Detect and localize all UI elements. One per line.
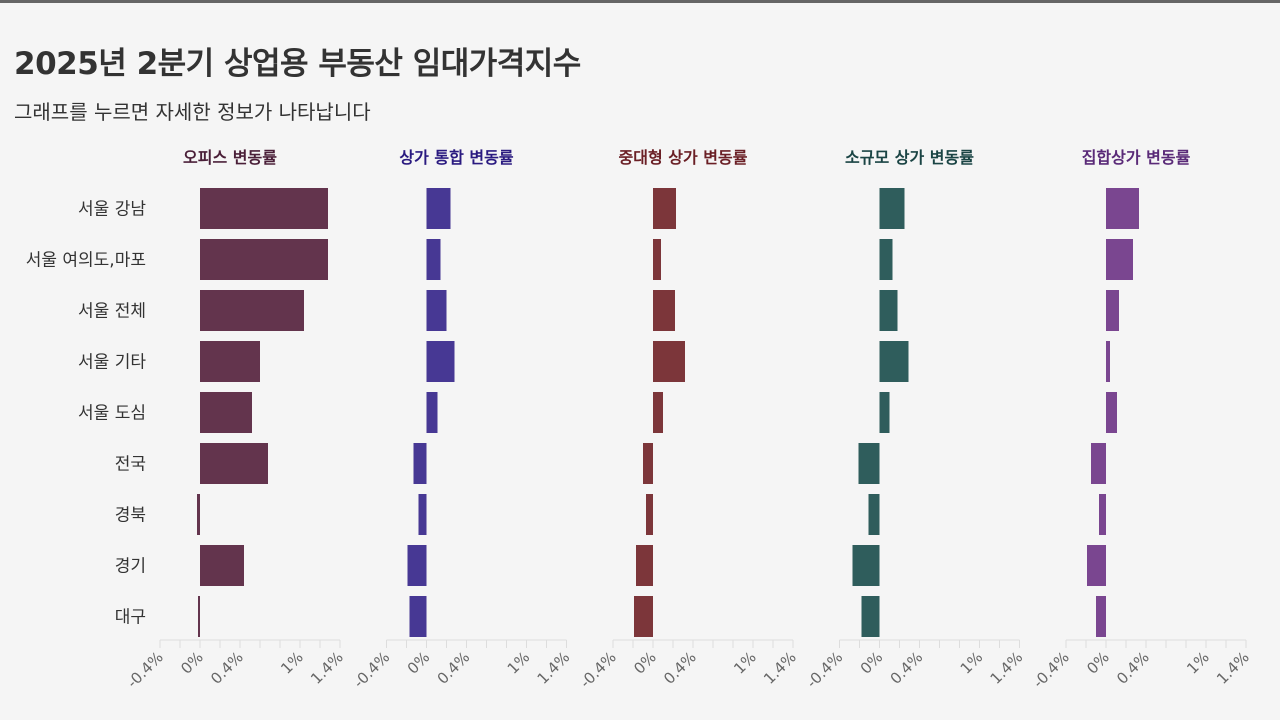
x-tick-label: 1.4% xyxy=(987,648,1027,688)
bar[interactable] xyxy=(200,545,244,586)
bar[interactable] xyxy=(407,545,427,586)
bar[interactable] xyxy=(1106,188,1139,229)
x-tick-label: 1.4% xyxy=(1213,648,1253,688)
bar[interactable] xyxy=(418,494,427,535)
category-label: 서울 강남 xyxy=(78,200,146,220)
bar[interactable] xyxy=(861,596,880,637)
bar[interactable] xyxy=(643,443,653,484)
x-tick-label: 0.4% xyxy=(887,648,927,688)
bar[interactable] xyxy=(413,443,427,484)
bar[interactable] xyxy=(1106,341,1110,382)
x-tick-label: 1% xyxy=(504,648,534,678)
panel-title: 상가 통합 변동률 xyxy=(399,148,513,167)
bar[interactable] xyxy=(879,341,909,382)
bar[interactable] xyxy=(198,596,200,637)
x-tick-label: 1% xyxy=(277,648,307,678)
page-subtitle: 그래프를 누르면 자세한 정보가 나타납니다 xyxy=(14,100,371,124)
x-tick-label: -0.4% xyxy=(350,648,394,692)
bar[interactable] xyxy=(197,494,200,535)
bar[interactable] xyxy=(636,545,653,586)
bar[interactable] xyxy=(426,290,447,331)
x-tick-label: 0% xyxy=(857,648,887,678)
x-tick-label: 0.4% xyxy=(1113,648,1153,688)
bar[interactable] xyxy=(653,392,663,433)
bar[interactable] xyxy=(1106,392,1117,433)
bar[interactable] xyxy=(868,494,880,535)
bar[interactable] xyxy=(1106,239,1133,280)
bar[interactable] xyxy=(426,392,438,433)
bar[interactable] xyxy=(653,188,676,229)
category-label: 서울 도심 xyxy=(78,404,146,424)
bar[interactable] xyxy=(653,239,661,280)
bar[interactable] xyxy=(879,188,905,229)
x-tick-label: -0.4% xyxy=(576,648,620,692)
bar[interactable] xyxy=(879,239,893,280)
page-title: 2025년 2분기 상업용 부동산 임대가격지수 xyxy=(14,46,581,82)
x-tick-label: 1.4% xyxy=(760,648,800,688)
panel-title: 소규모 상가 변동률 xyxy=(845,148,974,167)
x-tick-label: 0.4% xyxy=(660,648,700,688)
bar[interactable] xyxy=(200,392,252,433)
x-tick-label: 1.4% xyxy=(534,648,574,688)
bar[interactable] xyxy=(200,290,304,331)
bar[interactable] xyxy=(426,188,451,229)
bar[interactable] xyxy=(653,341,685,382)
x-tick-label: -0.4% xyxy=(803,648,847,692)
category-label: 경북 xyxy=(115,506,146,526)
x-tick-label: 0.4% xyxy=(207,648,247,688)
category-label: 서울 여의도,마포 xyxy=(26,251,146,271)
x-tick-label: 1% xyxy=(730,648,760,678)
x-tick-label: -0.4% xyxy=(1029,648,1073,692)
bar[interactable] xyxy=(200,188,328,229)
bar[interactable] xyxy=(1091,443,1106,484)
category-label: 대구 xyxy=(115,608,146,628)
bar[interactable] xyxy=(1096,596,1106,637)
bar[interactable] xyxy=(200,341,260,382)
x-tick-label: 0% xyxy=(630,648,660,678)
bar[interactable] xyxy=(1099,494,1106,535)
bar[interactable] xyxy=(1106,290,1119,331)
bar[interactable] xyxy=(200,239,328,280)
bar[interactable] xyxy=(634,596,653,637)
x-tick-label: 1% xyxy=(957,648,987,678)
x-tick-label: 0% xyxy=(404,648,434,678)
category-label: 전국 xyxy=(115,455,146,475)
x-tick-label: 0.4% xyxy=(434,648,474,688)
panel-title: 집합상가 변동률 xyxy=(1082,148,1191,167)
bar[interactable] xyxy=(1087,545,1106,586)
bar[interactable] xyxy=(879,290,898,331)
bar[interactable] xyxy=(409,596,427,637)
bar[interactable] xyxy=(200,443,268,484)
bar[interactable] xyxy=(879,392,890,433)
x-tick-label: 0% xyxy=(177,648,207,678)
panel-title: 오피스 변동률 xyxy=(183,148,277,167)
bar[interactable] xyxy=(426,341,455,382)
panel-title: 중대형 상가 변동률 xyxy=(619,148,748,167)
x-tick-label: 0% xyxy=(1083,648,1113,678)
bar[interactable] xyxy=(426,239,441,280)
category-label: 서울 기타 xyxy=(78,353,146,373)
category-label: 경기 xyxy=(115,557,146,577)
x-tick-label: -0.4% xyxy=(123,648,167,692)
bar[interactable] xyxy=(653,290,675,331)
bar[interactable] xyxy=(858,443,880,484)
top-border xyxy=(0,0,1280,3)
x-tick-label: 1% xyxy=(1183,648,1213,678)
bar[interactable] xyxy=(852,545,880,586)
bar[interactable] xyxy=(646,494,653,535)
x-tick-label: 1.4% xyxy=(307,648,347,688)
category-label: 서울 전체 xyxy=(78,302,146,322)
